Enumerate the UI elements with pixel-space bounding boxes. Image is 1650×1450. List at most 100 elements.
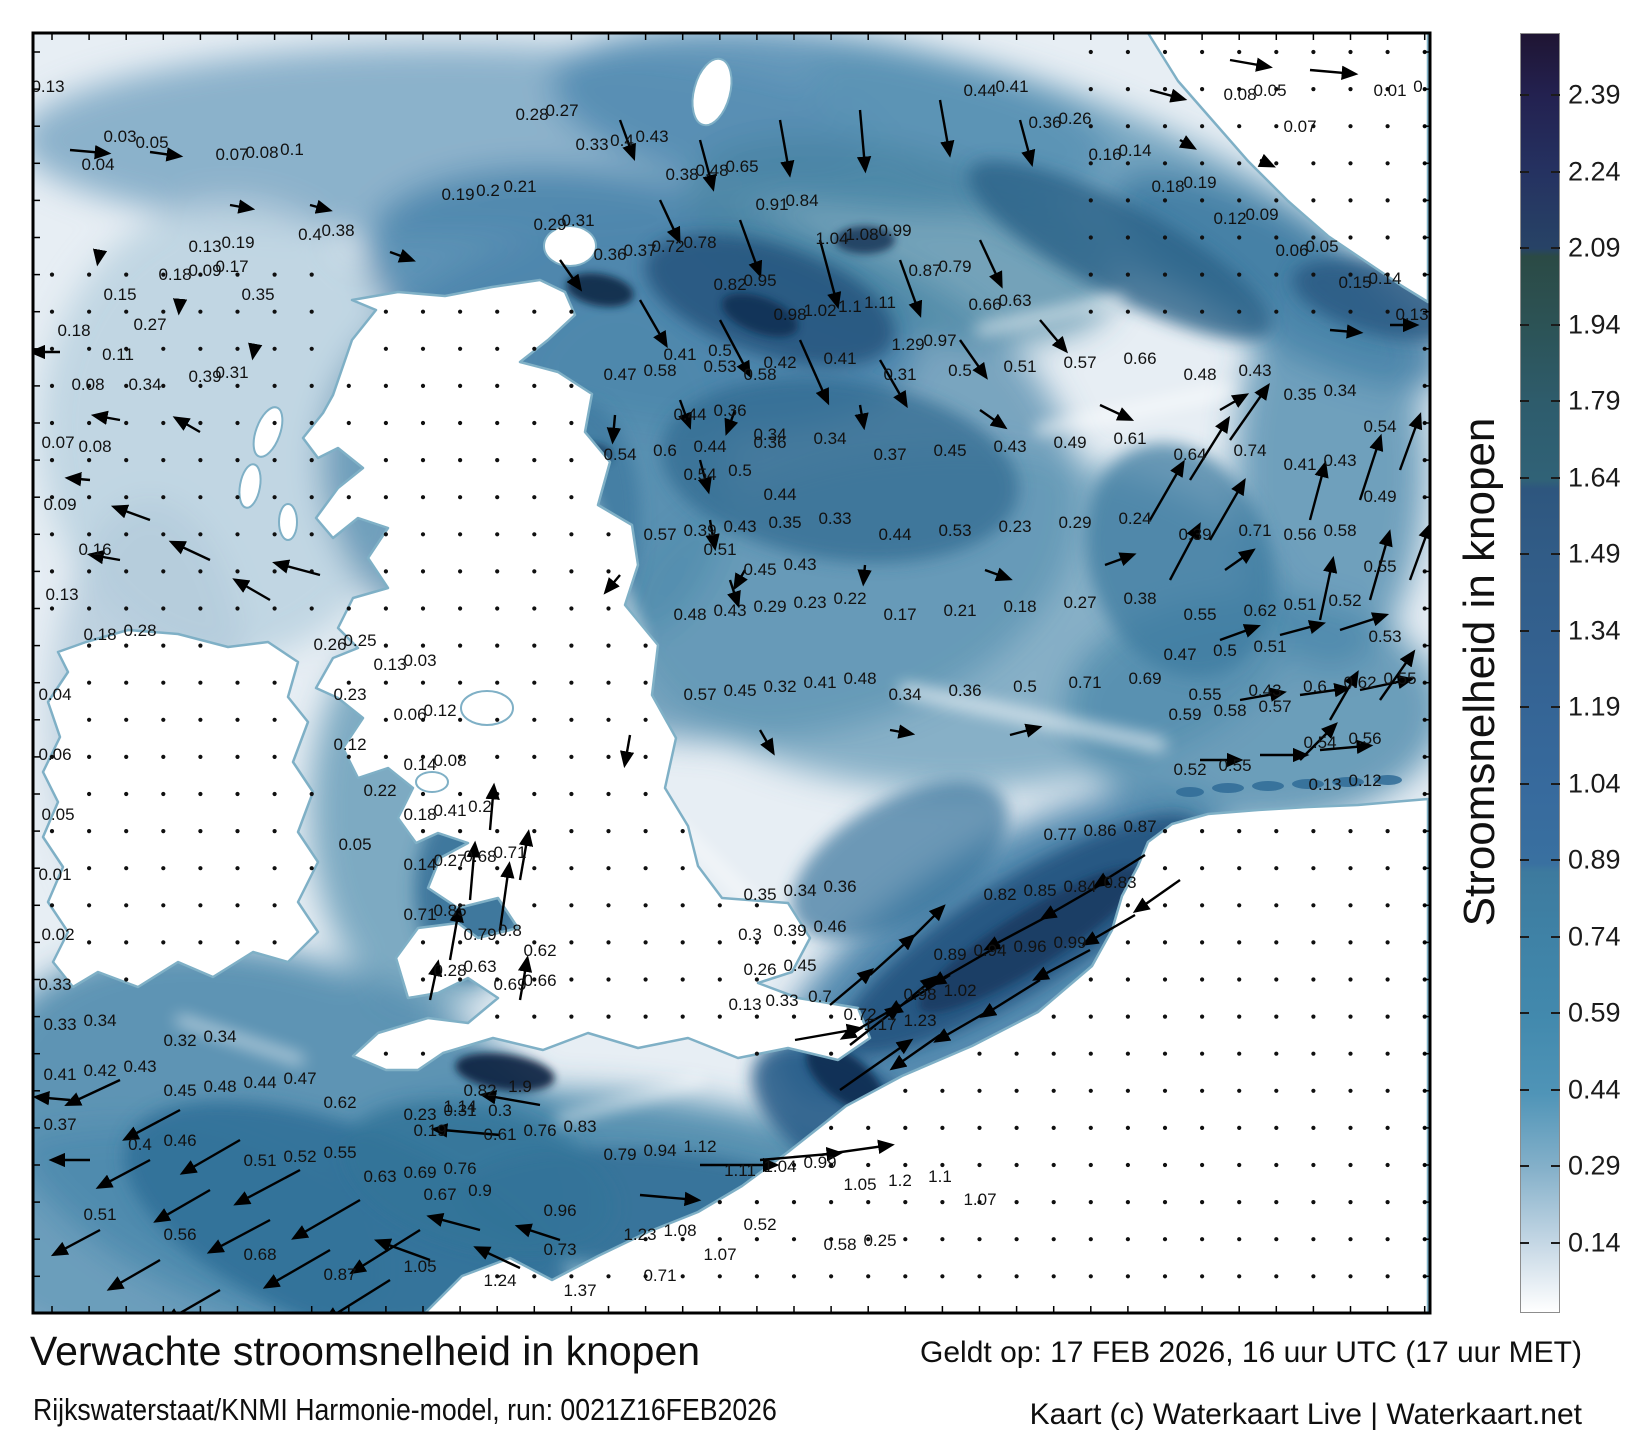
colorbar-tickmark bbox=[1551, 1241, 1560, 1244]
colorbar-tickmark bbox=[1520, 94, 1529, 96]
svg-text:0.13: 0.13 bbox=[728, 995, 761, 1014]
colorbar-tick-label: 1.64 bbox=[1568, 462, 1621, 492]
svg-text:0.43: 0.43 bbox=[713, 601, 746, 620]
land-continental-europe bbox=[423, 797, 1430, 1313]
svg-text:0.84: 0.84 bbox=[785, 191, 818, 210]
svg-text:0.63: 0.63 bbox=[998, 291, 1031, 310]
svg-text:0.05: 0.05 bbox=[41, 805, 74, 824]
svg-text:0.15: 0.15 bbox=[1338, 273, 1371, 292]
wadden-island bbox=[1212, 783, 1244, 793]
svg-text:0.87: 0.87 bbox=[1123, 817, 1156, 836]
svg-text:0.57: 0.57 bbox=[643, 525, 676, 544]
svg-text:0.23: 0.23 bbox=[333, 685, 366, 704]
svg-text:0.29: 0.29 bbox=[1058, 513, 1091, 532]
svg-text:0.79: 0.79 bbox=[603, 1145, 636, 1164]
svg-text:0.44: 0.44 bbox=[878, 525, 911, 544]
svg-text:0.44: 0.44 bbox=[243, 1073, 276, 1092]
svg-text:1.23: 1.23 bbox=[623, 1225, 656, 1244]
svg-text:0.61: 0.61 bbox=[1113, 429, 1146, 448]
colorbar-title: Stroomsnelheid in knopen bbox=[1455, 417, 1504, 927]
colorbar bbox=[1520, 33, 1560, 1313]
svg-text:0.54: 0.54 bbox=[603, 445, 636, 464]
svg-text:1.29: 1.29 bbox=[891, 335, 924, 354]
colorbar-tick-label: 0.29 bbox=[1568, 1150, 1621, 1181]
svg-text:0.18: 0.18 bbox=[83, 625, 116, 644]
colorbar-tickmark bbox=[1551, 782, 1560, 785]
colorbar-tick-label: 1.19 bbox=[1568, 691, 1621, 722]
svg-text:0.7: 0.7 bbox=[808, 987, 832, 1006]
svg-text:0.58: 0.58 bbox=[743, 365, 776, 384]
svg-text:0.35: 0.35 bbox=[1283, 385, 1316, 404]
colorbar-tick-label: 1.79 bbox=[1568, 385, 1621, 416]
svg-text:0.17: 0.17 bbox=[215, 257, 248, 276]
colorbar-tick-label: 0.44 bbox=[1568, 1074, 1621, 1104]
svg-text:0.82: 0.82 bbox=[983, 885, 1016, 904]
svg-text:0.36: 0.36 bbox=[948, 681, 981, 700]
svg-text:0.72: 0.72 bbox=[651, 237, 684, 256]
svg-text:0.71: 0.71 bbox=[1068, 673, 1101, 692]
svg-text:0.51: 0.51 bbox=[1003, 357, 1036, 376]
svg-text:0.36: 0.36 bbox=[1028, 113, 1061, 132]
svg-text:0.45: 0.45 bbox=[743, 560, 776, 579]
svg-text:0.79: 0.79 bbox=[463, 925, 496, 944]
svg-text:0.38: 0.38 bbox=[665, 165, 698, 184]
svg-text:0.05: 0.05 bbox=[1253, 81, 1286, 100]
colorbar-tick-label: 0.74 bbox=[1568, 921, 1621, 951]
svg-text:0.19: 0.19 bbox=[1183, 173, 1216, 192]
svg-text:0.68: 0.68 bbox=[463, 847, 496, 866]
svg-text:0.21: 0.21 bbox=[943, 601, 976, 620]
svg-text:0.11: 0.11 bbox=[102, 345, 134, 364]
svg-text:0.01: 0.01 bbox=[1373, 81, 1406, 100]
svg-text:0.34: 0.34 bbox=[783, 881, 816, 900]
svg-text:0.43: 0.43 bbox=[123, 1057, 156, 1076]
svg-text:0: 0 bbox=[1413, 77, 1422, 96]
svg-text:0.41: 0.41 bbox=[803, 673, 836, 692]
svg-text:0.27: 0.27 bbox=[433, 851, 466, 870]
colorbar-tickmark bbox=[1551, 1088, 1560, 1091]
svg-text:0.44: 0.44 bbox=[693, 437, 726, 456]
svg-text:0.34: 0.34 bbox=[813, 429, 846, 448]
svg-text:1.23: 1.23 bbox=[903, 1011, 936, 1030]
svg-text:1.07: 1.07 bbox=[703, 1245, 736, 1264]
svg-text:0.18: 0.18 bbox=[57, 321, 90, 340]
svg-text:0.43: 0.43 bbox=[1323, 451, 1356, 470]
land-layer bbox=[41, 33, 1430, 1313]
colorbar-tickmark bbox=[1520, 1012, 1529, 1014]
svg-text:0.99: 0.99 bbox=[1053, 933, 1086, 952]
svg-text:0.64: 0.64 bbox=[1173, 445, 1206, 464]
svg-text:0.62: 0.62 bbox=[523, 941, 556, 960]
figure-credit: Kaart (c) Waterkaart Live | Waterkaart.n… bbox=[1029, 1398, 1582, 1431]
svg-text:0.34: 0.34 bbox=[128, 375, 161, 394]
svg-text:0.18: 0.18 bbox=[403, 805, 436, 824]
svg-text:0.09: 0.09 bbox=[188, 261, 221, 280]
svg-text:0.45: 0.45 bbox=[783, 956, 816, 975]
svg-text:1.04: 1.04 bbox=[815, 229, 848, 248]
svg-text:0.06: 0.06 bbox=[393, 705, 426, 724]
svg-text:0.43: 0.43 bbox=[1248, 681, 1281, 700]
svg-text:0.36: 0.36 bbox=[753, 433, 786, 452]
svg-text:0.14: 0.14 bbox=[1118, 141, 1151, 160]
svg-text:0.52: 0.52 bbox=[743, 1215, 776, 1234]
svg-text:0.03: 0.03 bbox=[103, 127, 136, 146]
colorbar-tickmark bbox=[1520, 170, 1529, 173]
svg-text:0.3: 0.3 bbox=[488, 1101, 512, 1120]
svg-text:0.38: 0.38 bbox=[1123, 589, 1156, 608]
svg-text:0.59: 0.59 bbox=[1168, 705, 1201, 724]
svg-text:0.13: 0.13 bbox=[45, 585, 78, 604]
svg-text:0.39: 0.39 bbox=[188, 367, 221, 386]
colorbar-tickmark bbox=[1520, 1165, 1529, 1167]
svg-text:0.99: 0.99 bbox=[803, 1153, 836, 1172]
svg-text:0.22: 0.22 bbox=[363, 781, 396, 800]
svg-text:0.49: 0.49 bbox=[1363, 487, 1396, 506]
svg-text:0.12: 0.12 bbox=[333, 735, 366, 754]
svg-text:0.57: 0.57 bbox=[1258, 697, 1291, 716]
land-norway bbox=[1146, 33, 1430, 304]
svg-text:1.17: 1.17 bbox=[863, 1015, 896, 1034]
svg-text:0.24: 0.24 bbox=[1118, 509, 1151, 528]
colorbar-tickmark bbox=[1551, 476, 1560, 479]
svg-text:0.31: 0.31 bbox=[561, 211, 594, 230]
svg-text:0.76: 0.76 bbox=[443, 1159, 476, 1178]
svg-text:0.5: 0.5 bbox=[1213, 641, 1237, 660]
svg-text:0.29: 0.29 bbox=[753, 597, 786, 616]
